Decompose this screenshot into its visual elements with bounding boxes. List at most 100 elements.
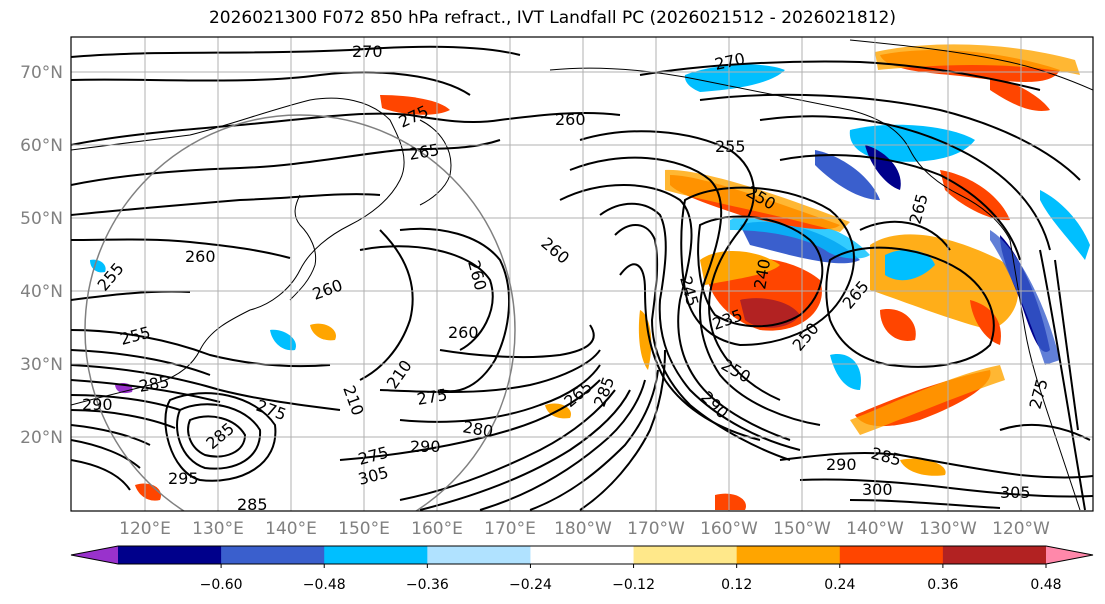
contour-line	[569, 156, 821, 426]
reference-circle	[84, 114, 516, 511]
colorbar-segment	[324, 546, 428, 564]
contour-label-group: 270 270 275 260 265 255 250 260 260 255 …	[82, 42, 1052, 514]
contour-label: 260	[555, 110, 586, 129]
contour-line	[71, 139, 501, 186]
contour-line	[71, 329, 331, 368]
lon-label: 160°E	[411, 519, 463, 539]
contour-line	[697, 215, 824, 328]
lon-label: 160°W	[700, 519, 758, 539]
contour-label: 260	[448, 323, 479, 342]
latitude-labels: 70°N 60°N 50°N 40°N 30°N 20°N	[20, 63, 63, 448]
contour-label: 270	[352, 42, 383, 61]
contour-line	[187, 415, 247, 458]
colorbar-tick-label: −0.36	[406, 577, 449, 593]
contour-line	[399, 389, 616, 501]
shade-orange-southwest2	[850, 365, 1005, 435]
shade-orange-hawaii	[880, 309, 916, 341]
lat-label: 50°N	[20, 209, 63, 229]
colorbar-tick-label: −0.12	[612, 577, 655, 593]
contour-line	[619, 263, 761, 441]
shade-blue-southwest	[830, 354, 861, 390]
contour-line	[1054, 259, 1079, 431]
lat-label: 40°N	[20, 282, 63, 302]
contour-line	[759, 115, 1051, 251]
lon-label: 170°W	[627, 519, 685, 539]
lon-label: 130°W	[919, 519, 977, 539]
shade-red-bc	[940, 170, 1010, 221]
contour-line	[699, 93, 1081, 181]
shade-orange-arctic2	[990, 75, 1050, 111]
contour-line	[399, 227, 510, 393]
contour-line	[849, 499, 1001, 509]
colorbar: −0.60 −0.48 −0.36 −0.24 −0.12 0.12 0.24 0.36 0.4…	[70, 545, 1094, 593]
contour-line	[71, 193, 381, 216]
colorbar-outline	[70, 545, 1094, 565]
contour-line	[71, 290, 191, 301]
contour-line	[529, 369, 659, 511]
figure-title: 2026021300 F072 850 hPa refract., IVT La…	[208, 8, 896, 28]
shade-navy-alaska	[865, 145, 901, 190]
contour-label: 255	[715, 137, 746, 156]
contour-label: 285	[237, 495, 268, 514]
coastline-arctic	[849, 39, 1093, 91]
contour-line	[71, 439, 141, 469]
contour-line	[680, 186, 855, 347]
contour-line	[419, 389, 631, 511]
coastline-alaska	[549, 67, 1011, 241]
colorbar-extend-low	[71, 546, 118, 564]
contour-line	[599, 202, 801, 451]
shade-cyan-nepac	[730, 214, 870, 259]
shade-orange-japan	[310, 323, 336, 341]
lat-label: 20°N	[20, 428, 63, 448]
contour-label: 260	[185, 247, 216, 266]
contour-line	[399, 364, 601, 423]
shade-blue-pnw2	[990, 230, 1060, 365]
contour-line	[859, 220, 951, 251]
lon-label: 130°E	[192, 519, 244, 539]
map-content: 270 270 275 260 265 255 250 260 260 255 …	[71, 37, 1093, 514]
contour-line	[479, 379, 646, 511]
shade-orange-okhotsk	[380, 95, 450, 115]
contour-line	[999, 423, 1091, 441]
shaded-anomalies	[90, 44, 1090, 510]
lon-label: 180°W	[554, 519, 612, 539]
colorbar-segment	[427, 546, 531, 564]
contour-line	[71, 71, 471, 96]
lon-label: 120°E	[119, 519, 171, 539]
contour-line	[176, 403, 262, 470]
colorbar-segment	[118, 546, 222, 564]
contour-line	[779, 451, 1093, 479]
shade-blue-gulf	[815, 150, 880, 200]
lat-label: 30°N	[20, 355, 63, 375]
colorbar-extend-high	[1046, 546, 1093, 564]
lon-label: 170°E	[484, 519, 536, 539]
lon-label: 150°E	[338, 519, 390, 539]
longitude-labels: 120°E 130°E 140°E 150°E 160°E 170°E 180°…	[119, 519, 1050, 539]
shade-cyan-pnw	[1040, 190, 1090, 260]
map-frame	[70, 36, 1094, 512]
refractivity-contours	[71, 45, 1093, 511]
contour-line	[71, 45, 521, 58]
contour-line	[639, 60, 1041, 91]
contour-line	[71, 394, 181, 411]
coastline-japan	[289, 194, 317, 301]
colorbar-segment	[839, 546, 944, 564]
shade-blue-arctic	[684, 64, 785, 92]
shade-orange-bering	[665, 169, 850, 232]
contour-line	[779, 154, 1021, 261]
colorbar-segment	[942, 546, 1047, 564]
lat-label: 70°N	[20, 63, 63, 83]
colorbar-tick-label: 0.12	[721, 577, 752, 593]
colorbar-segment	[221, 546, 325, 564]
colorbar-tick-label: −0.24	[509, 577, 552, 593]
shade-blue-pnw	[885, 249, 935, 281]
contour-line	[71, 424, 151, 446]
contour-line	[439, 324, 595, 359]
contour-line	[559, 184, 791, 441]
contour-line	[71, 459, 131, 491]
lon-label: 140°W	[846, 519, 904, 539]
contour-label: 290	[410, 437, 441, 456]
colorbar-tick-label: −0.48	[303, 577, 346, 593]
